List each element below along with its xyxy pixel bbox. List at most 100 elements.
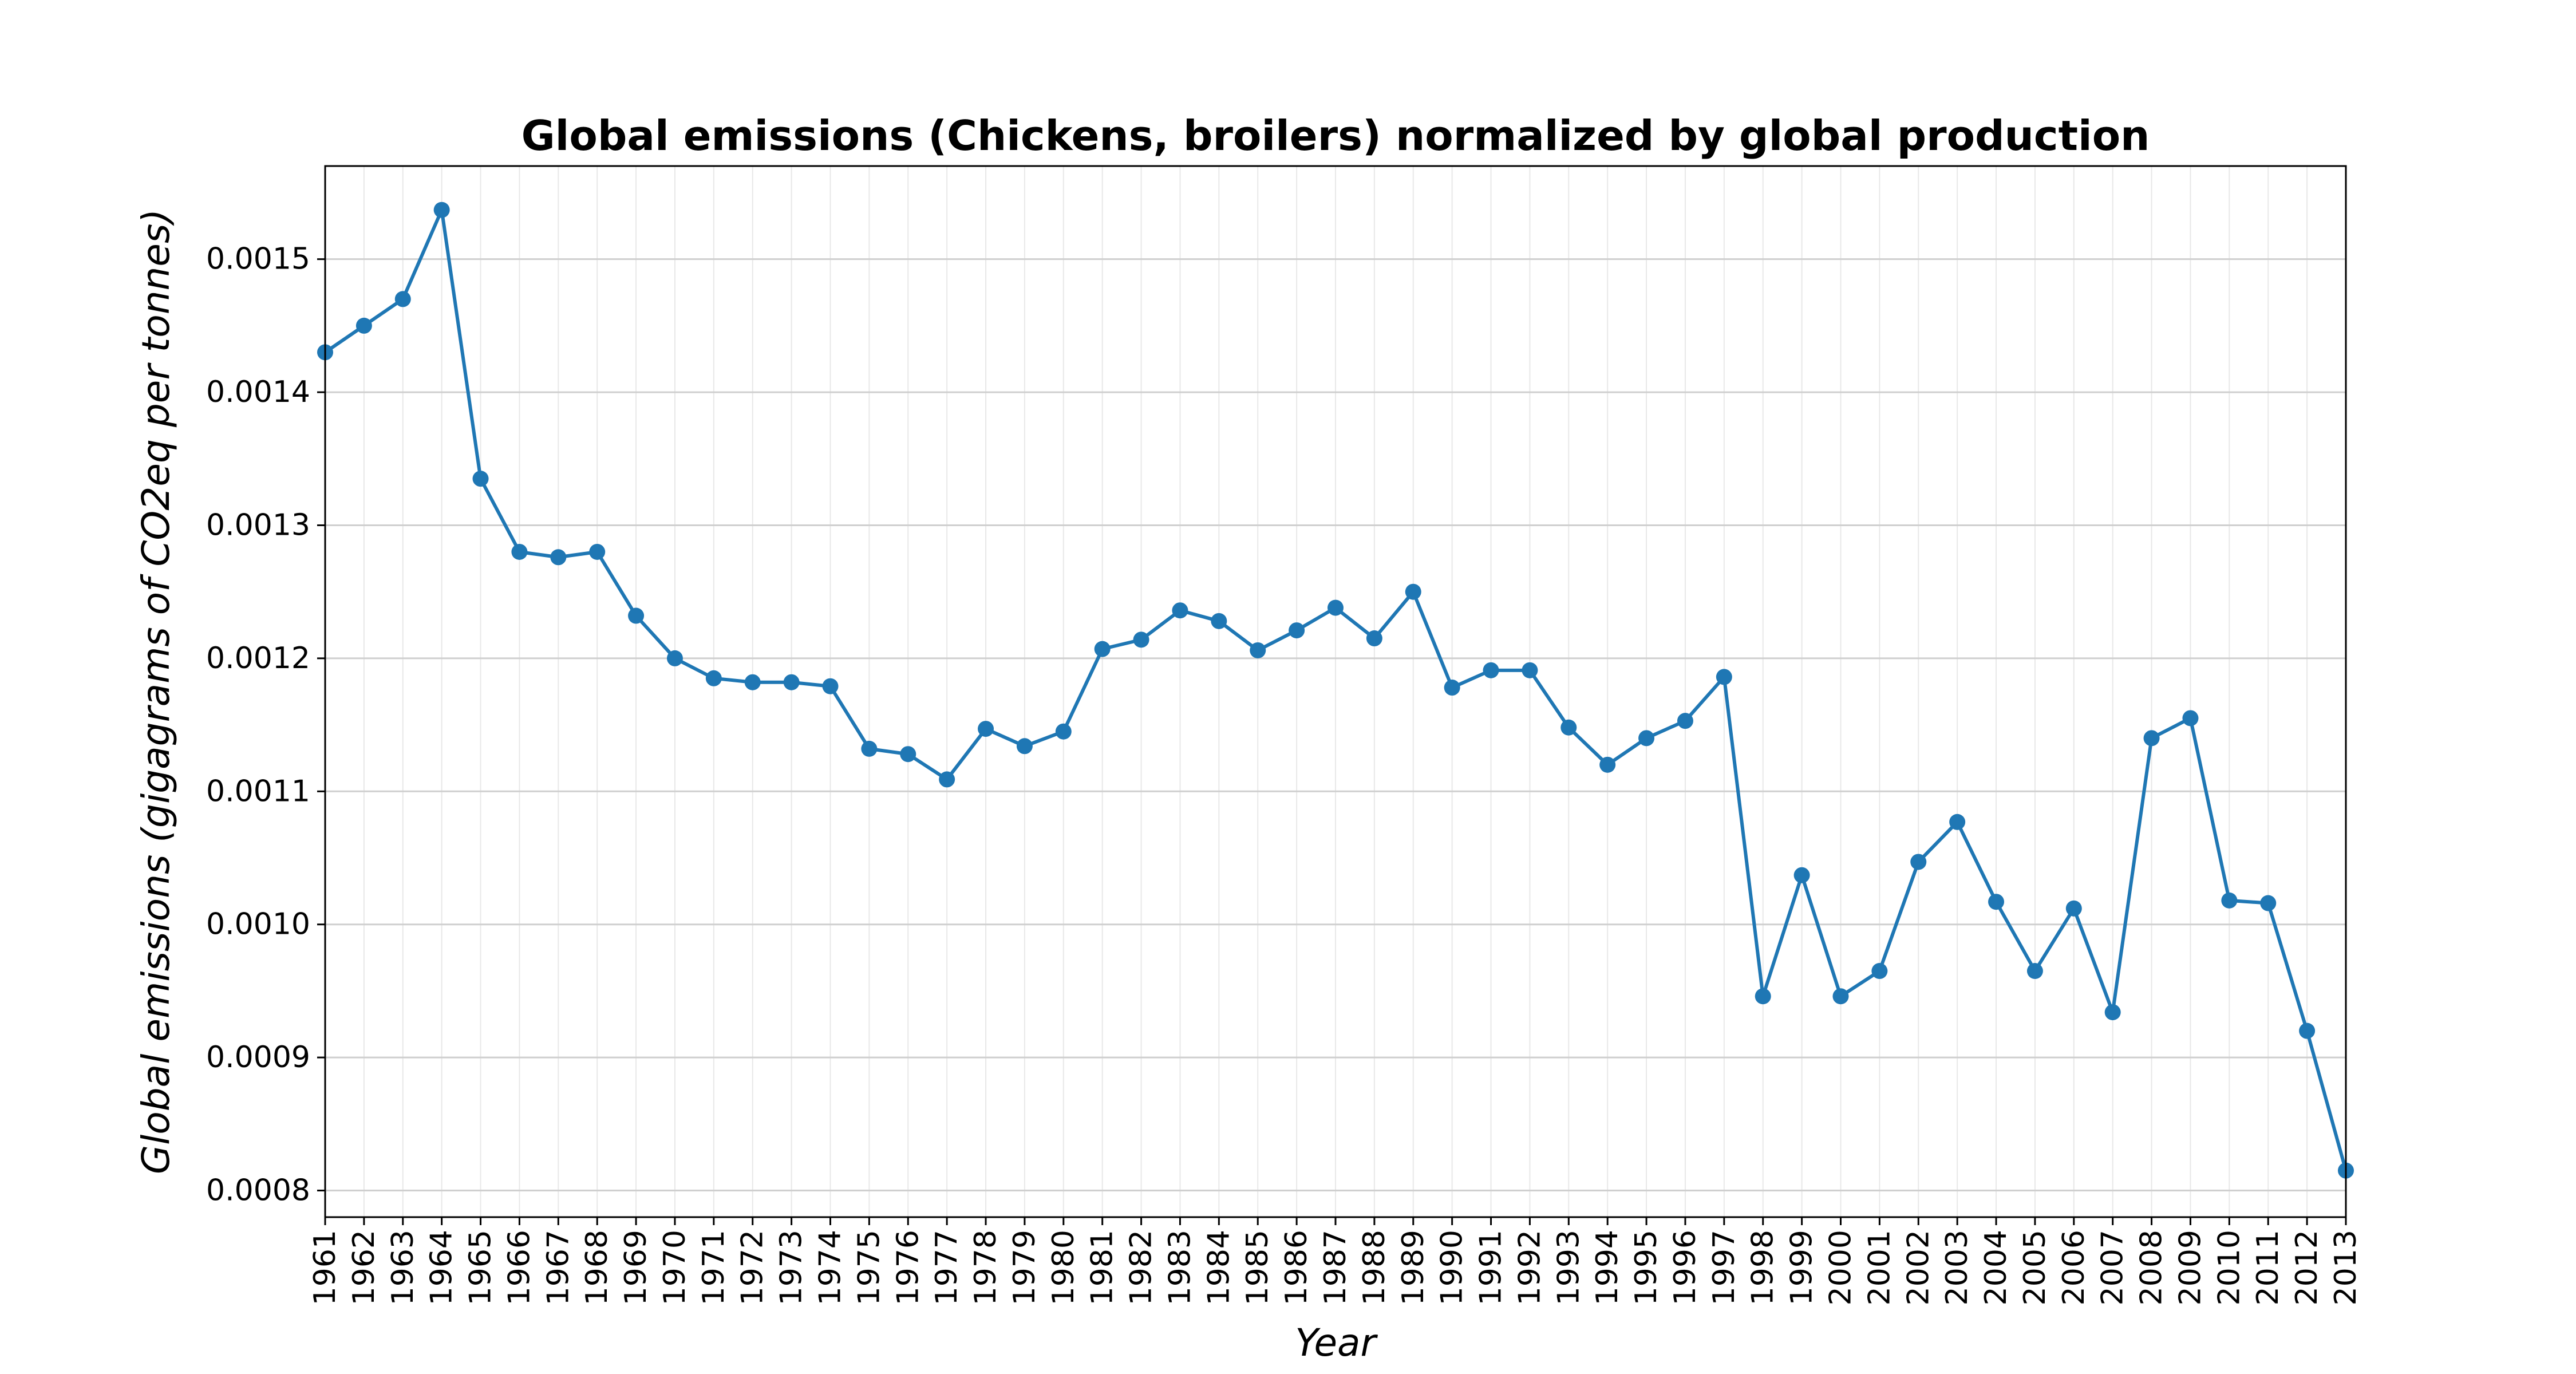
x-tick-label: 2006 xyxy=(2057,1230,2091,1305)
x-tick-label: 1966 xyxy=(502,1230,536,1305)
y-tick-label: 0.0014 xyxy=(206,375,310,409)
data-point xyxy=(628,607,645,624)
data-point xyxy=(1289,622,1305,639)
data-point xyxy=(1055,723,1072,740)
y-tick-label: 0.0010 xyxy=(206,907,310,942)
data-point xyxy=(2182,710,2199,727)
data-point xyxy=(1405,583,1421,600)
data-point xyxy=(2065,900,2082,917)
data-point xyxy=(705,670,722,686)
x-tick-label: 1965 xyxy=(464,1230,498,1305)
data-point xyxy=(1988,894,2005,910)
y-tick-label: 0.0012 xyxy=(206,641,310,676)
y-tick-label: 0.0009 xyxy=(206,1040,310,1075)
x-tick-label: 1998 xyxy=(1746,1230,1780,1305)
x-tick-label: 1978 xyxy=(969,1230,1003,1305)
data-point xyxy=(1755,988,1771,1005)
x-axis-label: Year xyxy=(1295,1321,1378,1365)
x-tick-label: 2002 xyxy=(1901,1230,1935,1305)
x-tick-label: 1990 xyxy=(1435,1230,1469,1305)
x-tick-label: 1974 xyxy=(813,1230,848,1305)
x-tick-label: 1963 xyxy=(386,1230,420,1305)
x-tick-label: 1989 xyxy=(1396,1230,1431,1305)
data-point xyxy=(394,291,411,307)
x-tick-label: 1983 xyxy=(1163,1230,1197,1305)
data-point xyxy=(822,678,839,694)
y-tick-label: 0.0013 xyxy=(206,508,310,542)
y-tick-label: 0.0015 xyxy=(206,242,310,277)
x-tick-label: 1985 xyxy=(1240,1230,1275,1305)
y-tick-label: 0.0008 xyxy=(206,1174,310,1208)
data-point xyxy=(355,317,372,334)
x-tick-label: 1971 xyxy=(697,1230,731,1305)
x-tick-label: 2011 xyxy=(2251,1230,2285,1305)
data-point xyxy=(666,650,683,666)
data-point xyxy=(1366,630,1382,647)
data-point xyxy=(433,202,450,218)
x-tick-label: 1994 xyxy=(1590,1230,1625,1305)
x-tick-label: 1979 xyxy=(1008,1230,1042,1305)
data-point xyxy=(511,543,528,560)
x-tick-label: 2010 xyxy=(2212,1230,2246,1305)
data-point xyxy=(1716,669,1732,685)
x-tick-label: 1972 xyxy=(736,1230,770,1305)
data-point xyxy=(1327,599,1344,616)
data-point xyxy=(744,674,761,690)
x-tick-label: 1976 xyxy=(891,1230,925,1305)
data-point xyxy=(2221,892,2238,909)
data-point xyxy=(2143,730,2160,747)
data-point xyxy=(550,549,567,566)
data-point xyxy=(1832,988,1849,1005)
x-tick-label: 2005 xyxy=(2018,1230,2052,1305)
x-tick-label: 1977 xyxy=(930,1230,964,1305)
axis-ticks: 1961 1962 1963 1964 1965 1966 1967 1968 1969 1970… xyxy=(206,242,2363,1306)
x-tick-label: 2001 xyxy=(1862,1230,1897,1305)
data-point xyxy=(1560,719,1577,736)
x-tick-label: 1999 xyxy=(1785,1230,1819,1305)
data-point xyxy=(2299,1022,2316,1039)
data-point xyxy=(589,543,606,560)
y-axis-label: Global emissions (gigagrams of CO2eq per… xyxy=(134,209,178,1174)
data-point xyxy=(1793,867,1810,883)
data-point xyxy=(1638,730,1655,747)
x-tick-label: 1984 xyxy=(1202,1230,1236,1305)
data-point xyxy=(1016,738,1033,755)
x-tick-label: 1975 xyxy=(852,1230,886,1305)
x-tick-label: 1988 xyxy=(1357,1230,1392,1305)
x-tick-label: 2009 xyxy=(2173,1230,2207,1305)
x-tick-label: 1993 xyxy=(1551,1230,1586,1305)
x-tick-label: 2013 xyxy=(2329,1230,2363,1305)
x-tick-label: 2003 xyxy=(1940,1230,1974,1305)
x-tick-label: 1986 xyxy=(1279,1230,1314,1305)
x-tick-label: 2007 xyxy=(2096,1230,2130,1305)
data-point xyxy=(1133,631,1149,648)
data-point xyxy=(1871,963,1888,980)
y-tick-label: 0.0011 xyxy=(206,774,310,808)
x-tick-label: 1969 xyxy=(619,1230,653,1305)
data-point xyxy=(2026,963,2043,980)
x-tick-label: 1968 xyxy=(580,1230,614,1305)
plot-frame xyxy=(324,165,2347,1218)
chart-title: Global emissions (Chickens, broilers) no… xyxy=(521,112,2150,160)
x-tick-label: 1997 xyxy=(1707,1230,1741,1305)
data-point xyxy=(1094,641,1111,657)
x-tick-label: 1995 xyxy=(1629,1230,1664,1305)
x-tick-label: 1973 xyxy=(775,1230,809,1305)
x-tick-label: 2000 xyxy=(1824,1230,1858,1305)
data-point xyxy=(900,746,916,763)
data-point xyxy=(978,721,994,737)
x-tick-label: 1962 xyxy=(347,1230,381,1305)
data-point xyxy=(1444,680,1460,696)
data-point xyxy=(1483,662,1499,678)
data-point xyxy=(1677,713,1693,729)
data-point xyxy=(1599,756,1616,773)
data-point xyxy=(1250,642,1266,658)
data-point xyxy=(1949,814,1966,830)
x-tick-label: 2012 xyxy=(2290,1230,2324,1305)
x-tick-label: 1980 xyxy=(1046,1230,1081,1305)
x-tick-label: 1967 xyxy=(541,1230,575,1305)
x-tick-label: 2008 xyxy=(2135,1230,2169,1305)
data-point xyxy=(1211,613,1227,629)
data-point xyxy=(2260,895,2277,911)
